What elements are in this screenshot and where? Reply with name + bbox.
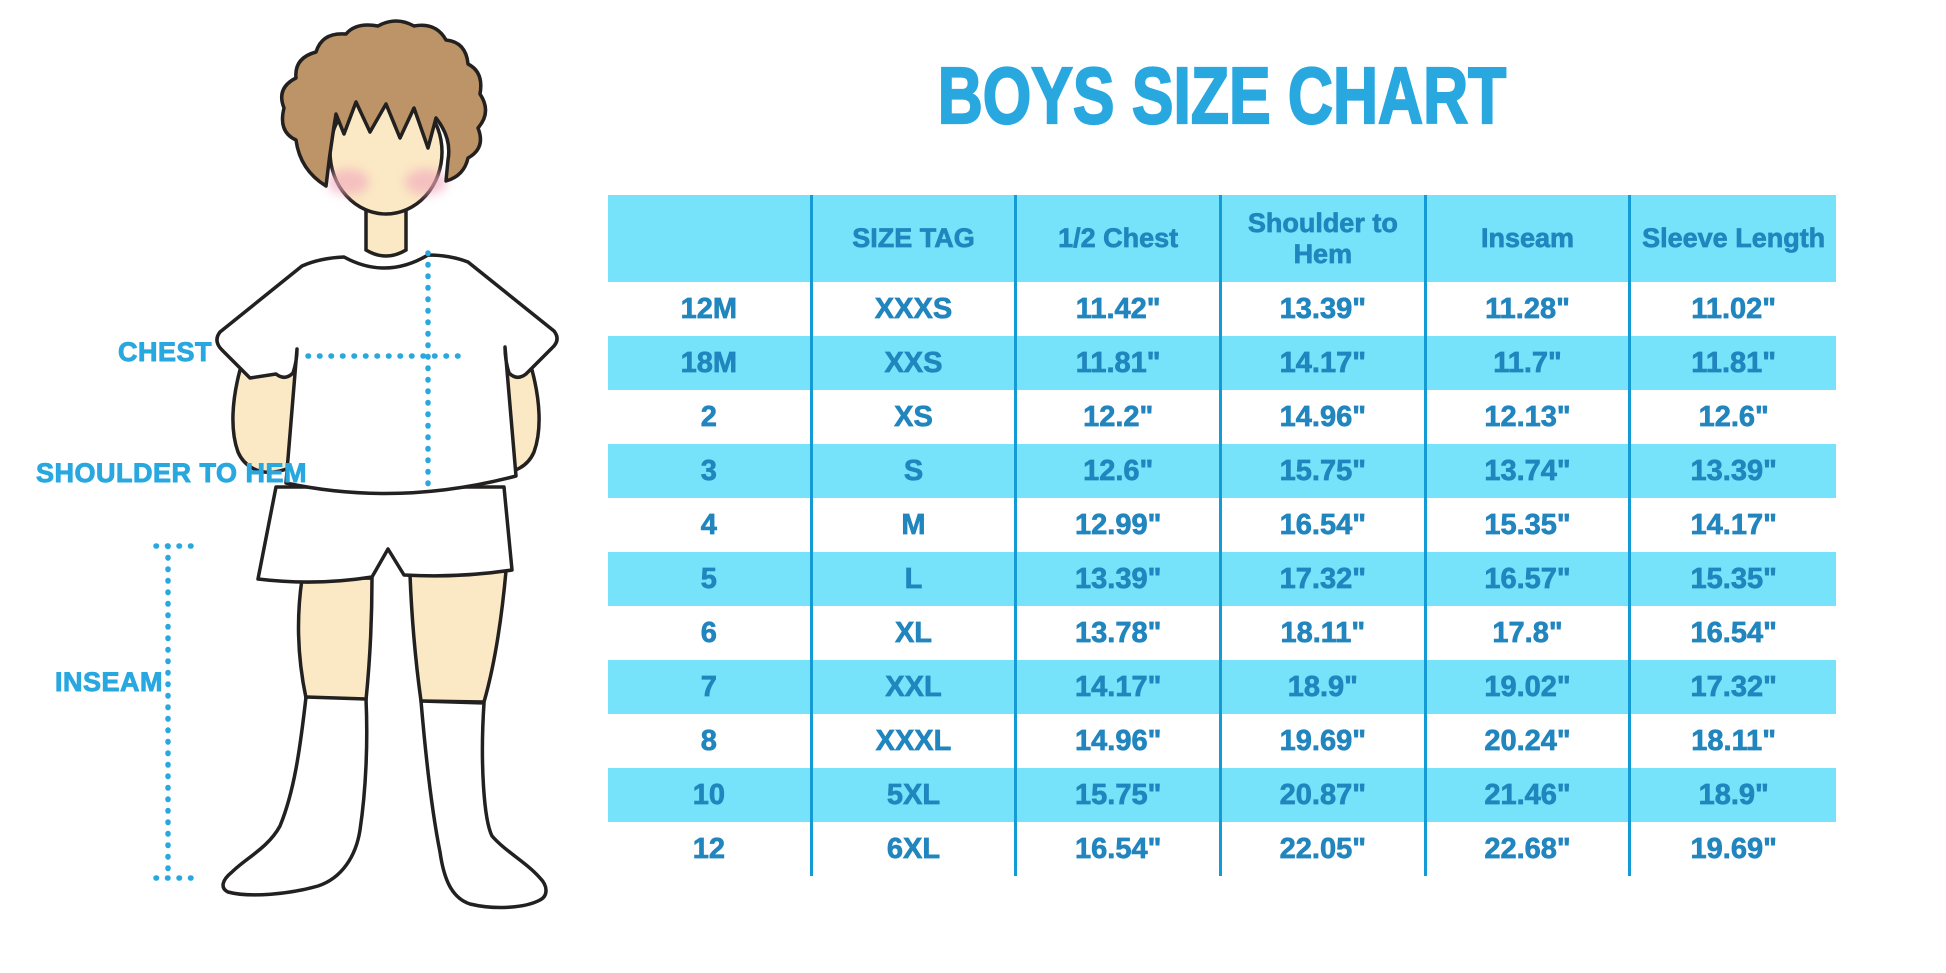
table-cell: 11.81" — [1691, 346, 1777, 379]
table-cell: 19.02" — [1427, 660, 1632, 714]
table-cell: 7 — [608, 660, 813, 714]
boy-cheek-left — [327, 169, 369, 195]
table-cell: 11.81" — [1017, 336, 1222, 390]
header-cell: 1/2 Chest — [1017, 195, 1222, 282]
table-cell: 20.87" — [1222, 768, 1427, 822]
table-cell: XXL — [813, 660, 1018, 714]
table-row: 4 M 12.99" 16.54" 15.35" 14.17" — [608, 498, 1836, 552]
table-cell: 12.13" — [1427, 390, 1632, 444]
table-cell: 13.78" — [1017, 606, 1222, 660]
table-cell: 6 — [608, 606, 813, 660]
header-cell: Sleeve Length — [1642, 223, 1826, 254]
table-cell: 22.05" — [1222, 822, 1427, 876]
table-row: 3 S 12.6" 15.75" 13.74" 13.39" — [608, 444, 1836, 498]
table-row: 2 XS 12.2" 14.96" 12.13" 12.6" — [608, 390, 1836, 444]
table-row: 12 6XL 16.54" 22.05" 22.68" 19.69" — [608, 822, 1836, 876]
table-cell: 5XL — [813, 768, 1018, 822]
table-row: 7 XXL 14.17" 18.9" 19.02" 17.32" — [608, 660, 1836, 714]
boy-illustration — [153, 19, 559, 910]
table-cell: 17.8" — [1427, 606, 1632, 660]
table-cell: 14.17" — [1017, 660, 1222, 714]
table-cell: 19.69" — [1222, 714, 1427, 768]
header-cell: Inseam — [1427, 195, 1632, 282]
table-cell: 16.54" — [1017, 822, 1222, 876]
table-row: 18M XXS 11.81" 14.17" 11.7" 11.81" — [608, 336, 1836, 390]
page-title: BOYS SIZE CHART — [937, 51, 1507, 140]
table-cell: 6XL — [813, 822, 1018, 876]
table-cell: M — [813, 498, 1018, 552]
table-cell: XXXS — [813, 282, 1018, 336]
header-cell: Shoulder to Hem — [1222, 195, 1427, 282]
inseam-label: INSEAM — [55, 667, 164, 698]
size-table: SIZE TAG 1/2 Chest Shoulder to Hem Inseam Sl… — [608, 195, 1836, 876]
table-cell: 2 — [608, 390, 813, 444]
table-row: 8 XXXL 14.96" 19.69" 20.24" 18.11" — [608, 714, 1836, 768]
table-cell: 16.54" — [1222, 498, 1427, 552]
table-cell: 14.96" — [1017, 714, 1222, 768]
table-cell: 12.99" — [1017, 498, 1222, 552]
table-cell: 16.57" — [1427, 552, 1632, 606]
table-cell: XL — [813, 606, 1018, 660]
table-cell: 3 — [608, 444, 813, 498]
table-cell: 14.96" — [1222, 390, 1427, 444]
boy-socks — [221, 695, 548, 910]
table-cell: 12M — [608, 282, 813, 336]
table-cell: 11.7" — [1427, 336, 1632, 390]
table-cell: 12.6" — [1698, 400, 1769, 433]
shoulder-to-hem-label: SHOULDER TO HEM — [36, 458, 308, 489]
table-cell: 11.02" — [1691, 292, 1777, 325]
table-cell: 21.46" — [1427, 768, 1632, 822]
table-cell: 18.9" — [1698, 778, 1769, 811]
table-cell: 18M — [608, 336, 813, 390]
table-cell: 15.75" — [1222, 444, 1427, 498]
table-cell: 8 — [608, 714, 813, 768]
table-row: 10 5XL 15.75" 20.87" 21.46" 18.9" — [608, 768, 1836, 822]
table-row: 6 XL 13.78" 18.11" 17.8" 16.54" — [608, 606, 1836, 660]
table-cell: 20.24" — [1427, 714, 1632, 768]
header-cell: SIZE TAG — [813, 195, 1018, 282]
table-cell: 12.2" — [1017, 390, 1222, 444]
chest-label: CHEST — [118, 337, 213, 368]
header-cell — [608, 195, 813, 282]
table-cell: XXXL — [813, 714, 1018, 768]
table-cell: 5 — [608, 552, 813, 606]
table-cell: 18.9" — [1222, 660, 1427, 714]
table-cell: 12 — [608, 822, 813, 876]
table-cell: L — [813, 552, 1018, 606]
table-cell: 17.32" — [1690, 670, 1777, 703]
table-cell: 13.74" — [1427, 444, 1632, 498]
table-cell: 15.75" — [1017, 768, 1222, 822]
table-cell: 14.17" — [1690, 508, 1777, 541]
table-cell: 13.39" — [1690, 454, 1777, 487]
table-cell: 15.35" — [1690, 562, 1777, 595]
table-cell: 10 — [608, 768, 813, 822]
boy-shorts — [256, 485, 514, 584]
table-cell: 13.39" — [1222, 282, 1427, 336]
boy-hair — [280, 19, 488, 188]
table-cell: 11.28" — [1427, 282, 1632, 336]
table-cell: 13.39" — [1017, 552, 1222, 606]
boy-shirt — [215, 253, 559, 496]
table-cell: 15.35" — [1427, 498, 1632, 552]
table-cell: 22.68" — [1427, 822, 1632, 876]
table-cell: 19.69" — [1690, 832, 1777, 865]
table-cell: 16.54" — [1690, 616, 1777, 649]
table-cell: 11.42" — [1017, 282, 1222, 336]
table-header-row: SIZE TAG 1/2 Chest Shoulder to Hem Inseam Sl… — [608, 195, 1836, 282]
boy-legs — [296, 569, 508, 704]
table-cell: 14.17" — [1222, 336, 1427, 390]
table-cell: S — [813, 444, 1018, 498]
table-cell: 4 — [608, 498, 813, 552]
table-cell: 18.11" — [1691, 724, 1777, 757]
boy-cheek-right — [405, 169, 447, 195]
table-cell: 12.6" — [1017, 444, 1222, 498]
table-cell: XS — [813, 390, 1018, 444]
table-cell: 18.11" — [1222, 606, 1427, 660]
table-cell: XXS — [813, 336, 1018, 390]
table-cell: 17.32" — [1222, 552, 1427, 606]
inseam-measure-line — [153, 543, 199, 881]
table-row: 12M XXXS 11.42" 13.39" 11.28" 11.02" — [608, 282, 1836, 336]
table-row: 5 L 13.39" 17.32" 16.57" 15.35" — [608, 552, 1836, 606]
